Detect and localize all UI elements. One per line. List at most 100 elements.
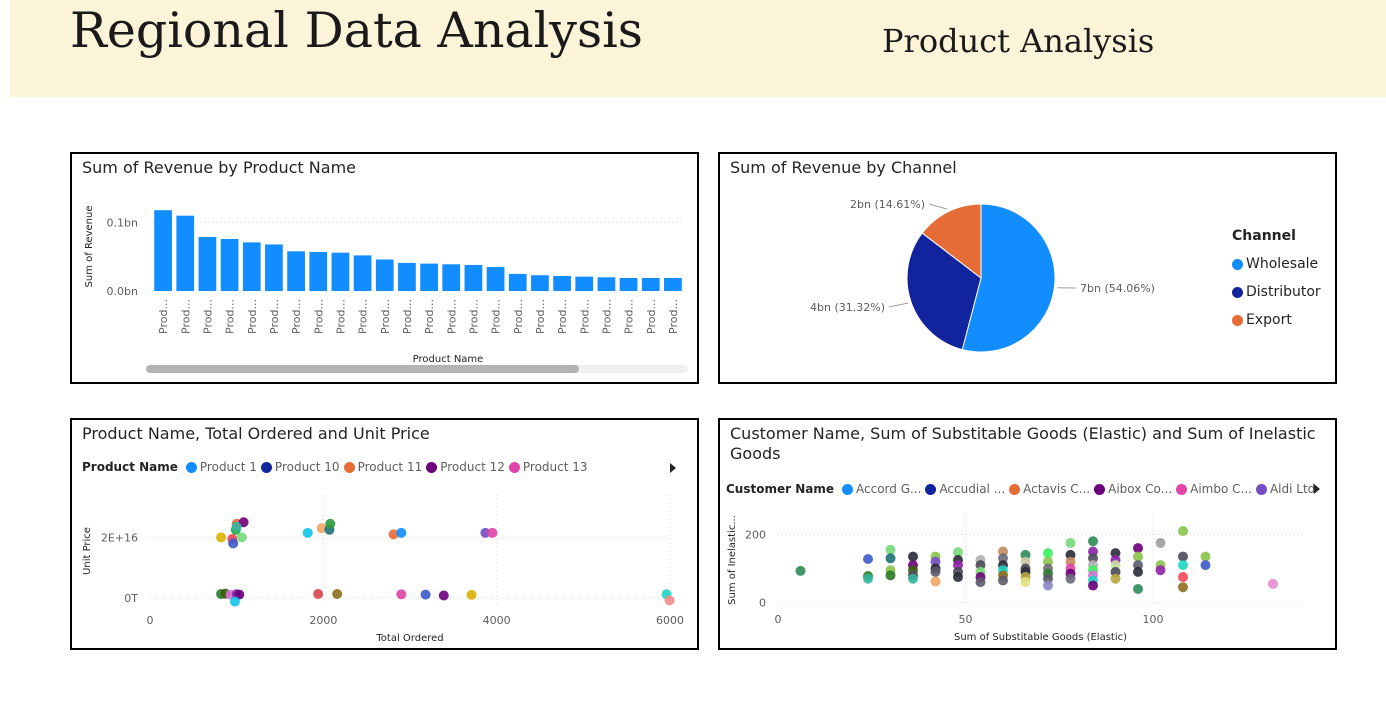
legend-item-distributor[interactable]: Distributor bbox=[1232, 278, 1321, 306]
panel-title: Sum of Revenue by Channel bbox=[730, 158, 957, 177]
scatter-point bbox=[863, 573, 873, 584]
legend-label: Wholesale bbox=[1246, 256, 1319, 272]
x-tick-label: Prod... bbox=[290, 299, 303, 334]
x-tick-label: Prod... bbox=[467, 299, 480, 334]
x-tick-label: Prod... bbox=[490, 299, 503, 334]
bar bbox=[597, 277, 616, 291]
leader-line bbox=[888, 302, 909, 308]
x-tick-label: Prod... bbox=[357, 299, 370, 334]
scatter-point bbox=[438, 590, 449, 601]
scatter-point bbox=[229, 596, 240, 607]
pie-data-label: 2bn (14.61%) bbox=[850, 198, 925, 211]
legend-label: Aibox Co... bbox=[1108, 482, 1173, 496]
scatter-point bbox=[1088, 580, 1098, 591]
scatter-point bbox=[795, 565, 806, 576]
scatter-point bbox=[1133, 551, 1143, 562]
header-banner: Regional Data Analysis Product Analysis bbox=[10, 0, 1386, 97]
x-tick-label: Prod... bbox=[623, 299, 636, 334]
legend-dot bbox=[343, 461, 355, 473]
legend-item-product-1[interactable]: Product 1 bbox=[185, 460, 257, 474]
x-tick-label: Prod... bbox=[224, 299, 237, 334]
legend-item-product-11[interactable]: Product 11 bbox=[343, 460, 423, 474]
x-axis-title: Sum of Substitable Goods (Elastic) bbox=[954, 632, 1127, 643]
scatter-point bbox=[388, 529, 399, 540]
legend-dot bbox=[1255, 483, 1267, 495]
product-scatter-panel[interactable]: Product Name, Total Ordered and Unit Pri… bbox=[70, 418, 699, 650]
x-tick-label: Prod... bbox=[157, 299, 170, 334]
y-axis-title: Sum of Inelastic... bbox=[727, 515, 738, 605]
legend-next-arrow-icon[interactable] bbox=[670, 463, 676, 473]
scatter-point bbox=[664, 595, 675, 606]
x-tick-label: 6000 bbox=[656, 614, 684, 627]
legend-item-accudial[interactable]: Accudial ... bbox=[925, 482, 1005, 496]
leader-line bbox=[928, 203, 948, 210]
bar bbox=[486, 267, 505, 291]
scatter-point bbox=[953, 547, 963, 558]
scatter-point bbox=[1155, 537, 1166, 548]
legend-item-aldi[interactable]: Aldi Ltd bbox=[1255, 482, 1315, 496]
legend-item-actavis[interactable]: Actavis C... bbox=[1009, 482, 1090, 496]
x-tick-label: Prod... bbox=[645, 299, 658, 334]
bar bbox=[508, 273, 527, 291]
legend-item-wholesale[interactable]: Wholesale bbox=[1232, 250, 1321, 278]
legend-dot bbox=[185, 461, 197, 473]
y-tick-label: 0 bbox=[759, 597, 766, 610]
legend-label: Actavis C... bbox=[1023, 482, 1091, 496]
bar bbox=[353, 255, 372, 291]
legend-dot bbox=[1232, 314, 1243, 326]
customer-scatter-panel[interactable]: Customer Name, Sum of Substitable Goods … bbox=[718, 418, 1337, 650]
legend-title: Product Name bbox=[82, 460, 178, 474]
scatter-point bbox=[325, 518, 336, 529]
legend-label: Export bbox=[1246, 312, 1292, 328]
scatter-point bbox=[1178, 551, 1188, 562]
horizontal-scrollbar[interactable] bbox=[146, 365, 688, 373]
legend-item-product-12[interactable]: Product 12 bbox=[426, 460, 505, 474]
x-tick-label: Prod... bbox=[445, 299, 458, 334]
product-scatter-chart: 0 2000 4000 6000 0T 2E+16 Total Ordered Unit Pr… bbox=[82, 495, 684, 644]
legend-item-export[interactable]: Export bbox=[1232, 306, 1321, 334]
y-tick-label: 200 bbox=[745, 528, 766, 541]
panel-title: Customer Name, Sum of Substitable Goods … bbox=[730, 424, 1316, 463]
bar bbox=[198, 236, 217, 291]
scrollbar-thumb[interactable] bbox=[146, 365, 579, 373]
scatter-point bbox=[1065, 573, 1076, 584]
legend-item-aimbo[interactable]: Aimbo C... bbox=[1176, 482, 1252, 496]
legend-item-aibox[interactable]: Aibox Co... bbox=[1094, 482, 1172, 496]
legend-dot bbox=[426, 461, 438, 473]
pie-data-label: 4bn (31.32%) bbox=[810, 301, 885, 314]
scatter-point bbox=[302, 527, 313, 538]
legend-next-arrow-icon[interactable] bbox=[1314, 484, 1320, 494]
pie-legend: Channel Wholesale Distributor Export bbox=[1232, 228, 1321, 334]
legend-item-product-10[interactable]: Product 10 bbox=[260, 460, 340, 474]
x-tick-label: Prod... bbox=[401, 299, 414, 334]
bar bbox=[664, 277, 682, 291]
revenue-by-product-panel[interactable]: Sum of Revenue by Product Name 0.0bn 0.1b… bbox=[70, 152, 699, 384]
legend-dot bbox=[1176, 483, 1188, 495]
legend-item-accord[interactable]: Accord G... bbox=[842, 482, 921, 496]
page-title: Regional Data Analysis bbox=[70, 2, 643, 59]
scatter-point bbox=[487, 527, 498, 538]
bar bbox=[287, 251, 305, 291]
scatter-point bbox=[1043, 580, 1053, 591]
scatter-point bbox=[1088, 536, 1098, 547]
legend-dot bbox=[508, 461, 520, 473]
bar bbox=[553, 275, 571, 291]
pie-data-label: 7bn (54.06%) bbox=[1080, 282, 1155, 295]
legend-label: Product 13 bbox=[522, 460, 588, 474]
legend-dot bbox=[1009, 483, 1021, 495]
bar bbox=[154, 210, 172, 291]
legend-label: Product 10 bbox=[274, 460, 340, 474]
scatter-point bbox=[1133, 543, 1143, 554]
legend-label: Product 11 bbox=[357, 460, 423, 474]
pie-slice bbox=[921, 203, 982, 280]
panel-title: Product Name, Total Ordered and Unit Pri… bbox=[82, 424, 430, 443]
bar bbox=[531, 275, 549, 291]
scatter-point bbox=[228, 538, 239, 549]
revenue-by-channel-panel[interactable]: Sum of Revenue by Channel 7bn (54.06%) 4b… bbox=[718, 152, 1337, 384]
scatter-point bbox=[1043, 548, 1053, 559]
legend-title: Customer Name bbox=[726, 482, 834, 496]
legend-label: Product 12 bbox=[440, 460, 505, 474]
bar bbox=[619, 277, 638, 291]
legend-label: Product 1 bbox=[199, 460, 257, 474]
legend-item-product-13[interactable]: Product 13 bbox=[508, 460, 588, 474]
